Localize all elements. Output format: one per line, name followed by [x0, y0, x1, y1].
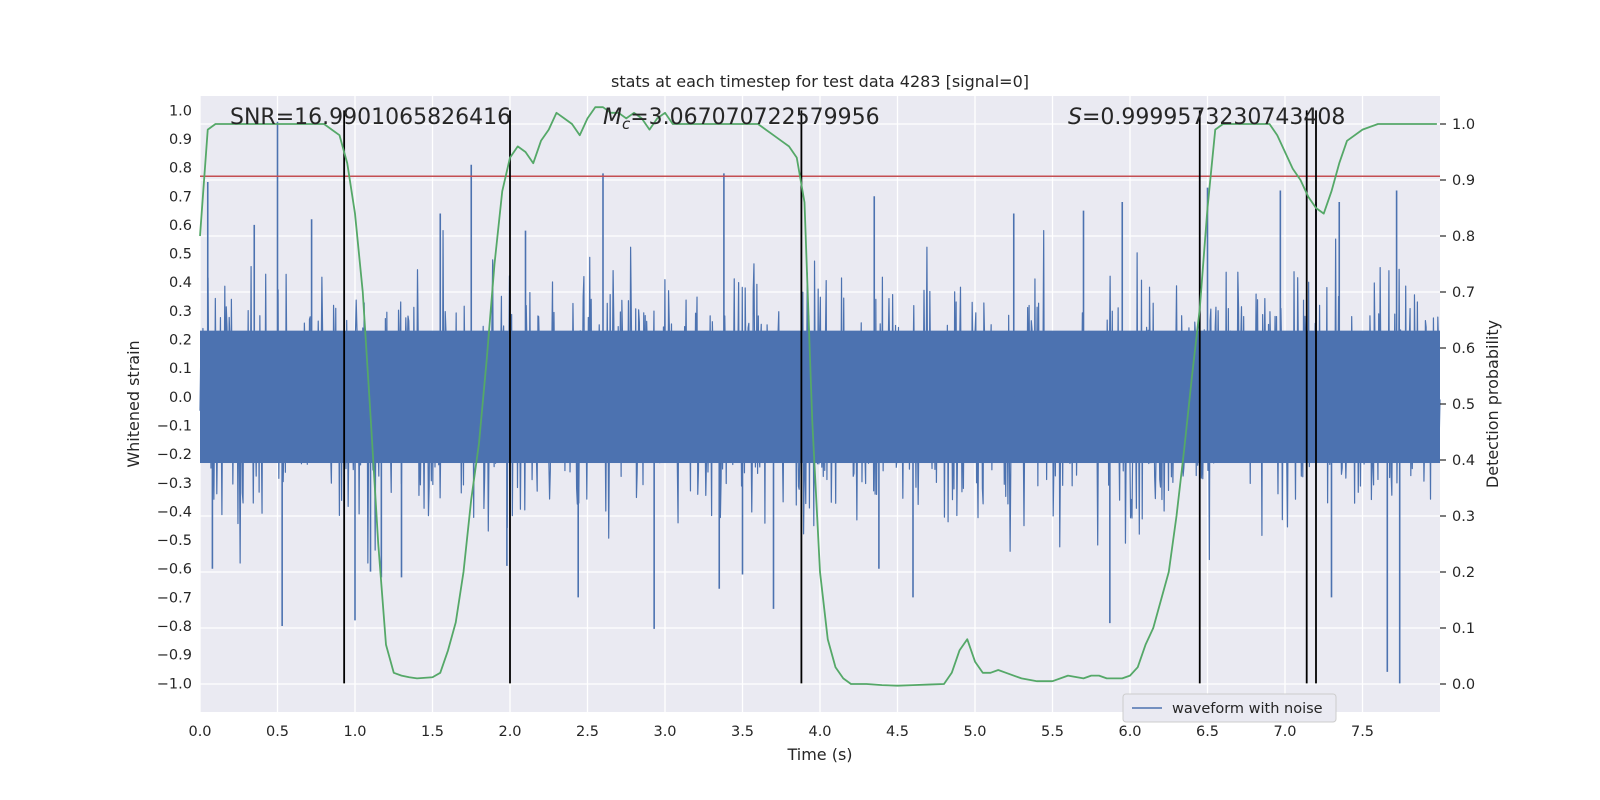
x-tick-label-0: 0.0	[188, 724, 211, 740]
y-tick-label-10: 0.0	[169, 390, 192, 406]
y2-tick-label-2: 0.8	[1452, 229, 1475, 245]
y2-tick-label-3: 0.7	[1452, 285, 1475, 301]
y2-tick-label-5: 0.5	[1452, 397, 1475, 413]
y-axis-label: Whitened strain	[124, 340, 143, 467]
y-tick-label-18: −0.8	[157, 619, 192, 635]
y-tick-label-4: 0.6	[169, 218, 192, 234]
x-tick-label-5: 2.5	[576, 724, 599, 740]
y-tick-label-9: 0.1	[169, 361, 192, 377]
x-tick-label-2: 1.0	[343, 724, 366, 740]
y2-tick-label-10: 0.0	[1452, 677, 1475, 693]
y-tick-label-3: 0.7	[169, 189, 192, 205]
x-tick-label-4: 2.0	[498, 724, 521, 740]
x-tick-label-1: 0.5	[266, 724, 289, 740]
y2-tick-label-8: 0.2	[1452, 565, 1475, 581]
y-tick-label-15: −0.5	[157, 533, 192, 549]
y-tick-label-13: −0.3	[157, 476, 192, 492]
y2-tick-label-0: 1.0	[1452, 117, 1475, 133]
x-tick-label-10: 5.0	[963, 724, 986, 740]
axis-ticks: 0.0 0.5 1.0 1.5 2.0 2.5 3.0 3.5 4.0 4.5 5.0 5.5 6.0 6…	[157, 103, 1475, 740]
x-tick-label-8: 4.0	[808, 724, 831, 740]
y-tick-label-1: 0.9	[169, 132, 192, 148]
x-tick-label-13: 6.5	[1196, 724, 1219, 740]
x-tick-label-3: 1.5	[421, 724, 444, 740]
y2-tick-label-9: 0.1	[1452, 621, 1475, 637]
legend: waveform with noise	[1122, 693, 1337, 723]
x-tick-label-11: 5.5	[1041, 724, 1064, 740]
waveform-core	[200, 330, 1440, 464]
y-tick-label-7: 0.3	[169, 304, 192, 320]
x-tick-label-14: 7.0	[1273, 724, 1296, 740]
y2-tick-label-7: 0.3	[1452, 509, 1475, 525]
y2-tick-label-4: 0.6	[1452, 341, 1475, 357]
chirp-mass-annotation: Mc=3.067070722579956	[603, 105, 880, 133]
y-tick-label-14: −0.4	[157, 504, 192, 520]
y-tick-label-6: 0.4	[169, 275, 192, 291]
y2-tick-label-6: 0.4	[1452, 453, 1475, 469]
x-tick-label-12: 6.0	[1118, 724, 1141, 740]
y-tick-label-5: 0.5	[169, 247, 192, 263]
y-tick-label-0: 1.0	[169, 103, 192, 119]
x-tick-label-6: 3.0	[653, 724, 676, 740]
y-tick-label-8: 0.2	[169, 333, 192, 349]
y-tick-label-2: 0.8	[169, 161, 192, 177]
y-tick-label-16: −0.6	[157, 562, 192, 578]
spin-annotation: S=0.9999573230743408	[1068, 105, 1345, 130]
x-axis-label: Time (s)	[786, 745, 852, 764]
x-tick-label-9: 4.5	[886, 724, 909, 740]
y2-axis-label: Detection probability	[1483, 320, 1502, 488]
y-tick-label-12: −0.2	[157, 447, 192, 463]
y-tick-label-19: −0.9	[157, 648, 192, 664]
y2-tick-label-1: 0.9	[1452, 173, 1475, 189]
legend-label-waveform: waveform with noise	[1172, 701, 1323, 717]
snr-annotation: SNR=16.9901065826416	[230, 105, 511, 130]
x-tick-label-7: 3.5	[731, 724, 754, 740]
y-tick-label-20: −1.0	[157, 676, 192, 692]
vertical-markers	[343, 110, 1317, 684]
legend-box	[1122, 693, 1337, 723]
y-tick-label-11: −0.1	[157, 418, 192, 434]
x-tick-label-15: 7.5	[1351, 724, 1374, 740]
chart-title: stats at each timestep for test data 428…	[611, 72, 1029, 91]
probability-line	[199, 106, 1437, 687]
y-tick-label-17: −0.7	[157, 590, 192, 606]
probability-series	[199, 106, 1437, 687]
waveform-series	[199, 121, 1441, 684]
